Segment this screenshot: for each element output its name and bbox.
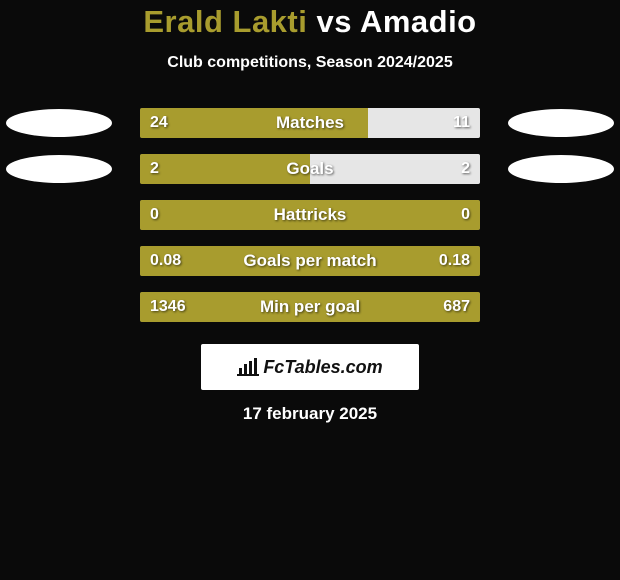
comparison-card: Erald Lakti vs Amadio Club competitions,… bbox=[0, 0, 620, 424]
player2-bar bbox=[310, 154, 480, 184]
player1-value: 24 bbox=[150, 108, 168, 138]
player2-value: 0 bbox=[461, 200, 470, 230]
page-title: Erald Lakti vs Amadio bbox=[0, 4, 620, 40]
stat-row: 22Goals bbox=[0, 154, 620, 184]
stat-row: 0.080.18Goals per match bbox=[0, 246, 620, 276]
player2-name: Amadio bbox=[360, 4, 477, 39]
player1-bar bbox=[140, 200, 480, 230]
player2-avatar bbox=[508, 109, 614, 137]
player1-bar bbox=[140, 108, 368, 138]
stat-bar: 00Hattricks bbox=[140, 200, 480, 230]
player1-value: 0 bbox=[150, 200, 159, 230]
brand-chart-icon bbox=[237, 358, 259, 376]
stat-bar: 0.080.18Goals per match bbox=[140, 246, 480, 276]
player1-value: 0.08 bbox=[150, 246, 181, 276]
stat-row: 00Hattricks bbox=[0, 200, 620, 230]
player1-value: 2 bbox=[150, 154, 159, 184]
stat-bar: 22Goals bbox=[140, 154, 480, 184]
brand-box: FcTables.com bbox=[201, 344, 419, 390]
stat-bar: 1346687Min per goal bbox=[140, 292, 480, 322]
player1-bar bbox=[140, 292, 480, 322]
stat-row: 2411Matches bbox=[0, 108, 620, 138]
stat-bar: 2411Matches bbox=[140, 108, 480, 138]
vs-text: vs bbox=[316, 4, 351, 39]
date-label: 17 february 2025 bbox=[0, 404, 620, 424]
player1-bar bbox=[140, 246, 480, 276]
player2-avatar bbox=[508, 155, 614, 183]
player2-value: 687 bbox=[443, 292, 470, 322]
stats-rows: 2411Matches22Goals00Hattricks0.080.18Goa… bbox=[0, 108, 620, 322]
player1-bar bbox=[140, 154, 310, 184]
player2-value: 2 bbox=[461, 154, 470, 184]
player1-avatar bbox=[6, 155, 112, 183]
player1-avatar bbox=[6, 109, 112, 137]
player2-value: 0.18 bbox=[439, 246, 470, 276]
brand-label: FcTables.com bbox=[237, 357, 382, 378]
player1-name: Erald Lakti bbox=[143, 4, 307, 39]
stat-row: 1346687Min per goal bbox=[0, 292, 620, 322]
brand-text: FcTables.com bbox=[263, 357, 382, 378]
subtitle: Club competitions, Season 2024/2025 bbox=[0, 54, 620, 72]
player2-value: 11 bbox=[453, 108, 470, 138]
player1-value: 1346 bbox=[150, 292, 186, 322]
